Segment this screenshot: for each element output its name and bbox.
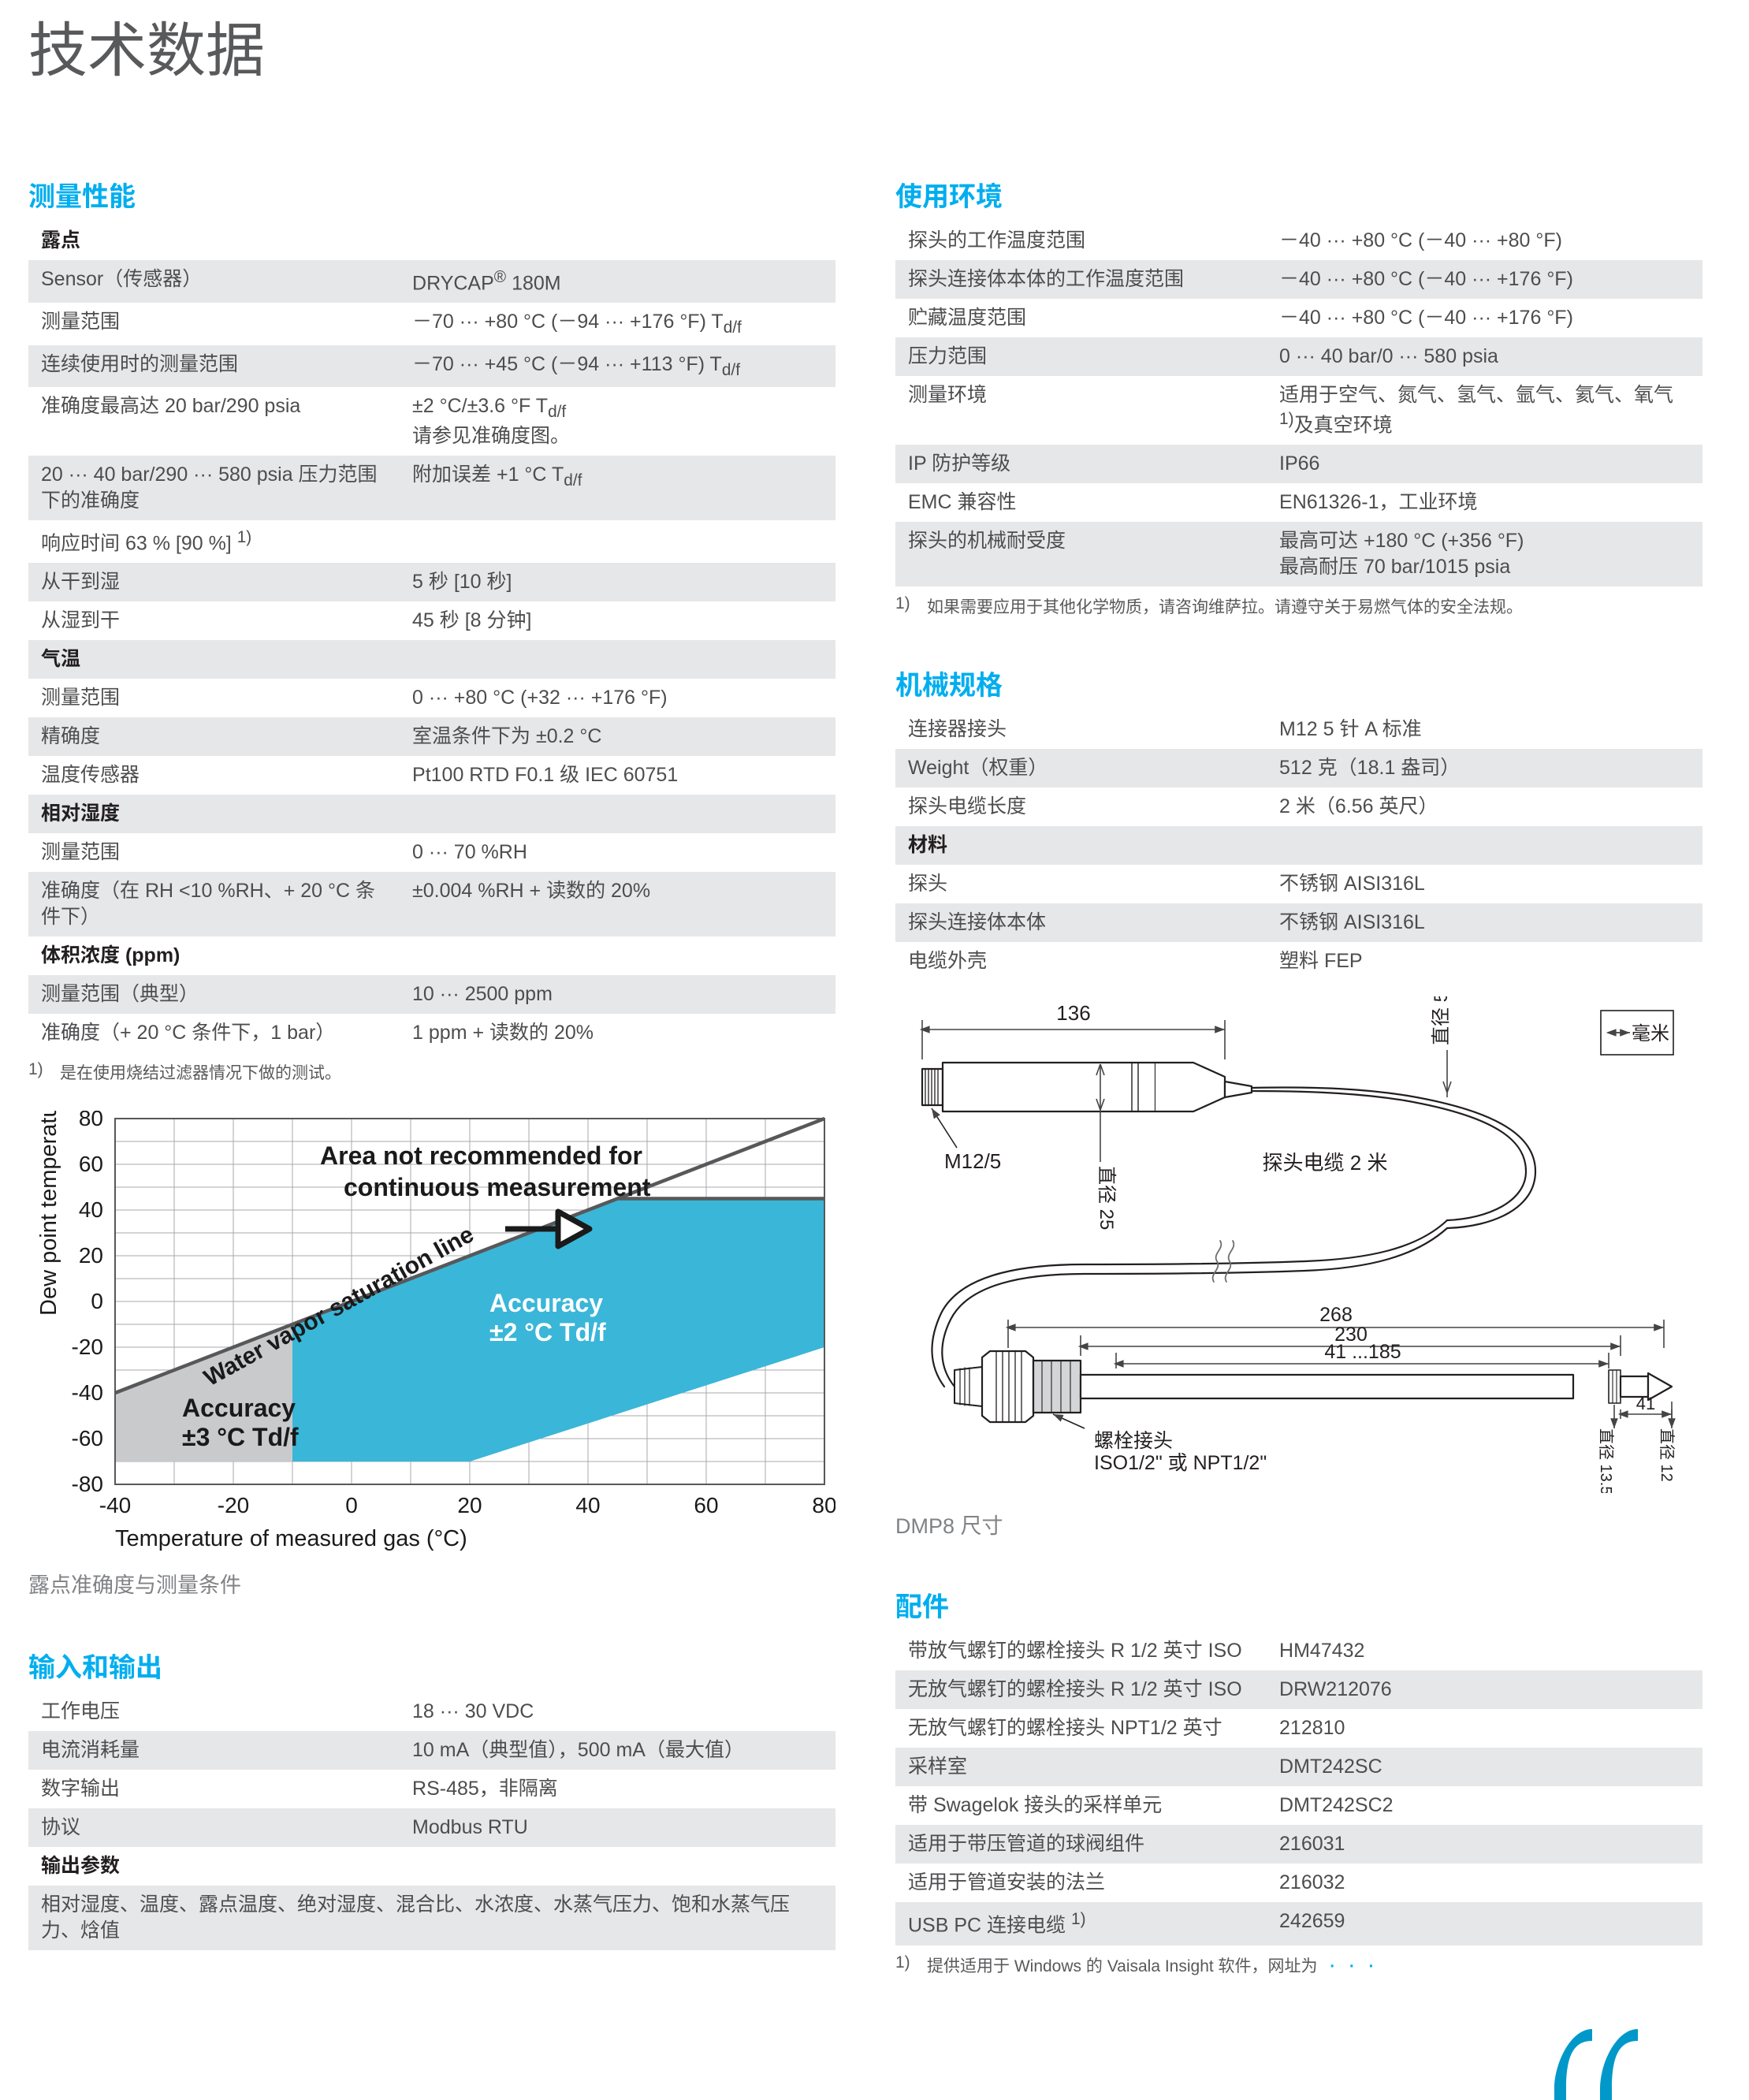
svg-text:直径 25: 直径 25	[1096, 1166, 1117, 1230]
svg-text:Accuracy: Accuracy	[489, 1289, 603, 1317]
svg-text:41 ...185: 41 ...185	[1324, 1341, 1401, 1363]
svg-text:20: 20	[79, 1243, 103, 1268]
svg-text:±3 °C Td/f: ±3 °C Td/f	[182, 1423, 299, 1451]
svg-text:41: 41	[1636, 1394, 1655, 1413]
svg-text:20: 20	[457, 1493, 482, 1517]
svg-text:Dew point temperature (°C): Dew point temperature (°C)	[36, 1111, 61, 1316]
svg-text:-40: -40	[72, 1380, 103, 1405]
svg-text:±2 °C Td/f: ±2 °C Td/f	[489, 1318, 606, 1346]
svg-text:268: 268	[1319, 1304, 1353, 1326]
svg-text:0: 0	[91, 1289, 103, 1313]
svg-text:M12/5: M12/5	[944, 1149, 1001, 1173]
svg-text:直径 13.5: 直径 13.5	[1597, 1428, 1615, 1493]
svg-text:60: 60	[79, 1152, 103, 1176]
svg-text:螺栓接头: 螺栓接头	[1094, 1430, 1173, 1452]
svg-text:40: 40	[79, 1197, 103, 1222]
svg-text:Accuracy: Accuracy	[182, 1394, 296, 1422]
svg-text:60: 60	[694, 1493, 718, 1517]
svg-text:40: 40	[575, 1493, 600, 1517]
svg-text:毫米: 毫米	[1632, 1023, 1669, 1044]
svg-text:直径 5: 直径 5	[1431, 996, 1452, 1045]
svg-text:Area not recommended for: Area not recommended for	[320, 1141, 642, 1170]
svg-text:-40: -40	[99, 1493, 131, 1517]
svg-text:136: 136	[1056, 1001, 1090, 1025]
svg-text:80: 80	[79, 1111, 103, 1130]
svg-text:continuous measurement: continuous measurement	[344, 1173, 651, 1201]
svg-text:探头电缆 2 米: 探头电缆 2 米	[1263, 1151, 1388, 1175]
svg-text:0: 0	[345, 1493, 358, 1517]
svg-text:ISO1/2" 或 NPT1/2": ISO1/2" 或 NPT1/2"	[1094, 1452, 1267, 1474]
svg-text:直径 12: 直径 12	[1658, 1428, 1676, 1482]
svg-text:-60: -60	[72, 1426, 103, 1450]
svg-text:-20: -20	[218, 1493, 249, 1517]
svg-text:-20: -20	[72, 1335, 103, 1359]
svg-text:80: 80	[812, 1493, 835, 1517]
